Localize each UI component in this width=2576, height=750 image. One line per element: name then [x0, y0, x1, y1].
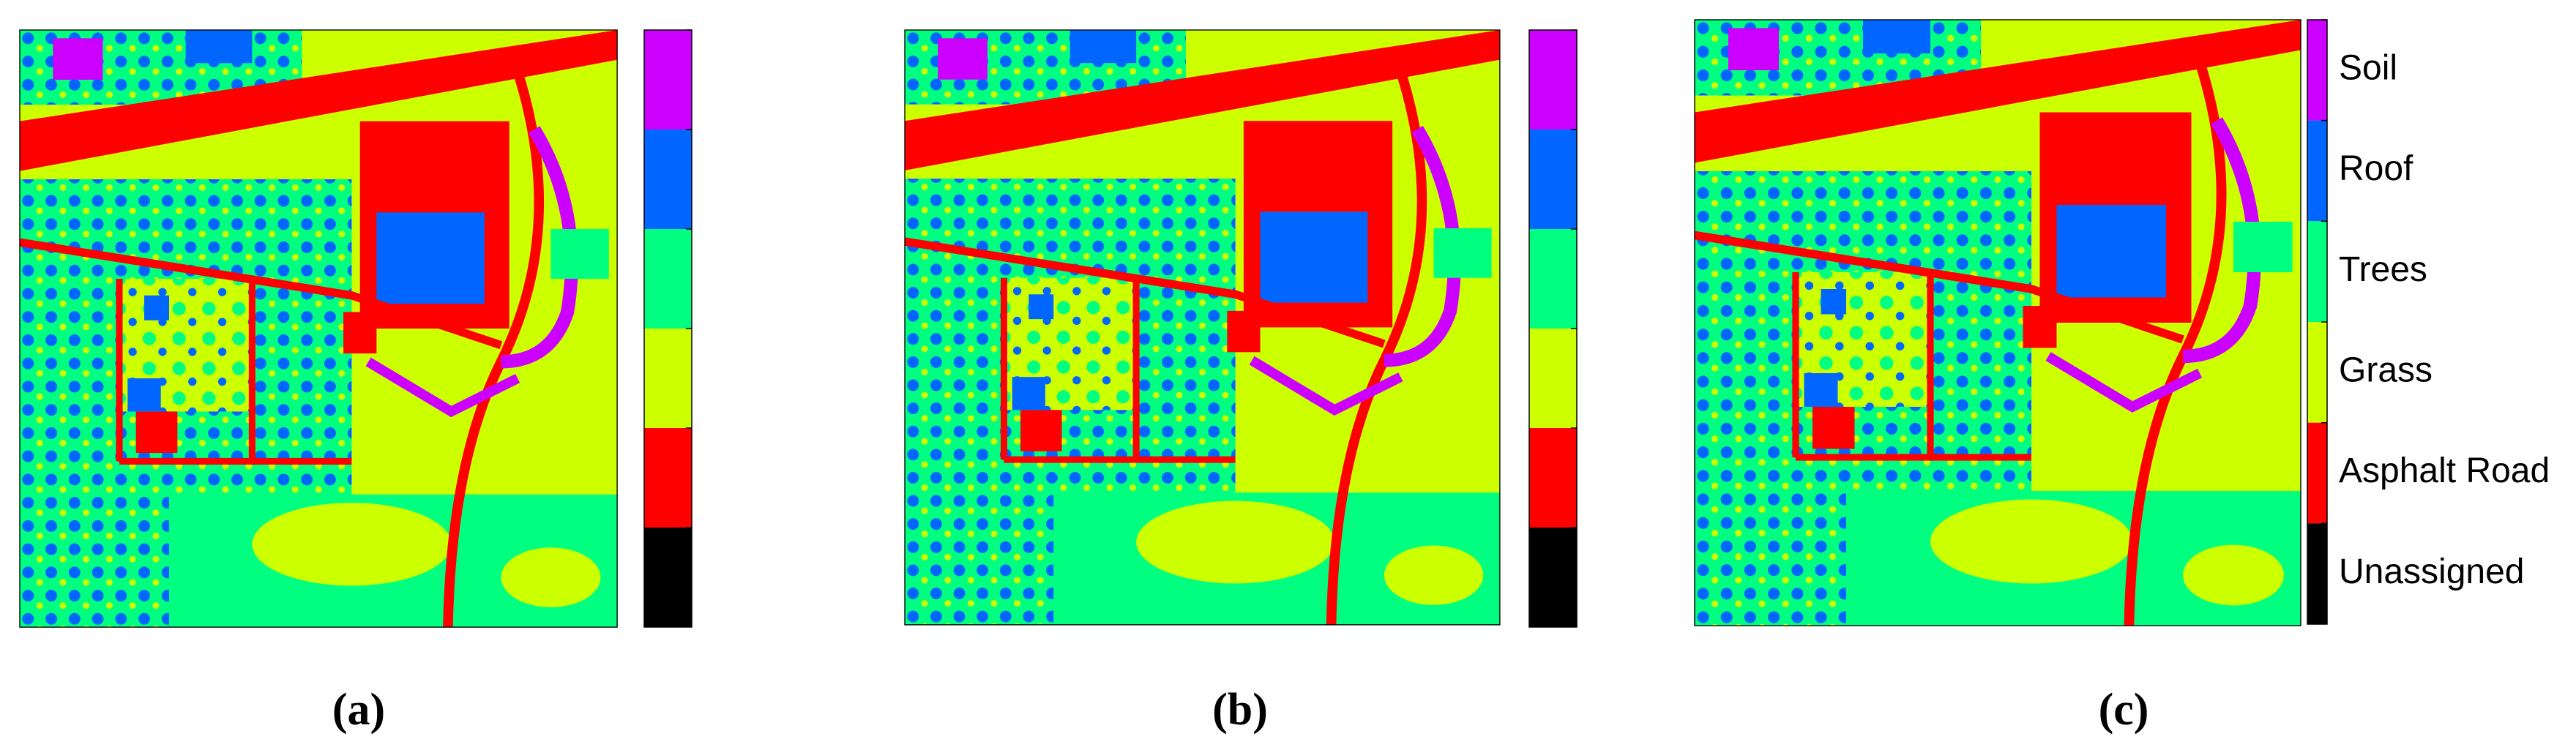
colorbar-segment [1529, 130, 1577, 229]
panel-caption: (c) [2099, 685, 2149, 735]
classification-map [905, 30, 1500, 625]
legend-label: Grass [2339, 351, 2433, 390]
panel-caption: (b) [1212, 685, 1268, 735]
colorbar-segment [1529, 229, 1577, 329]
panel-caption: (a) [332, 685, 385, 735]
colorbar-segment [1529, 528, 1577, 627]
colorbar-segment [2307, 221, 2327, 322]
legend-label: Unassigned [2339, 552, 2525, 591]
colorbar-segment [1529, 329, 1577, 428]
colorbar-segment [644, 30, 692, 130]
colorbar-segment [644, 428, 692, 528]
legend-label: Soil [2339, 49, 2397, 88]
legend-label: Asphalt Road [2339, 451, 2550, 490]
colorbar-segment [644, 528, 692, 627]
colorbar-segment [2307, 523, 2327, 624]
classification-map [1695, 20, 2301, 626]
colorbar-segment [2307, 422, 2327, 524]
colorbar-segment [644, 130, 692, 229]
colorbar-frame [2307, 19, 2328, 625]
colorbar-segment [1529, 428, 1577, 528]
colorbar-segment [644, 229, 692, 329]
colorbar-segment [2307, 120, 2327, 222]
colorbar-frame [643, 29, 692, 628]
legend-label: Roof [2339, 149, 2413, 188]
classification-map [20, 30, 617, 627]
colorbar-segment [2307, 322, 2327, 423]
colorbar-segment [1529, 30, 1577, 130]
colorbar-segment [644, 329, 692, 428]
legend-label: Trees [2339, 250, 2427, 289]
colorbar-segment [2307, 20, 2327, 121]
colorbar-frame [1528, 29, 1578, 628]
